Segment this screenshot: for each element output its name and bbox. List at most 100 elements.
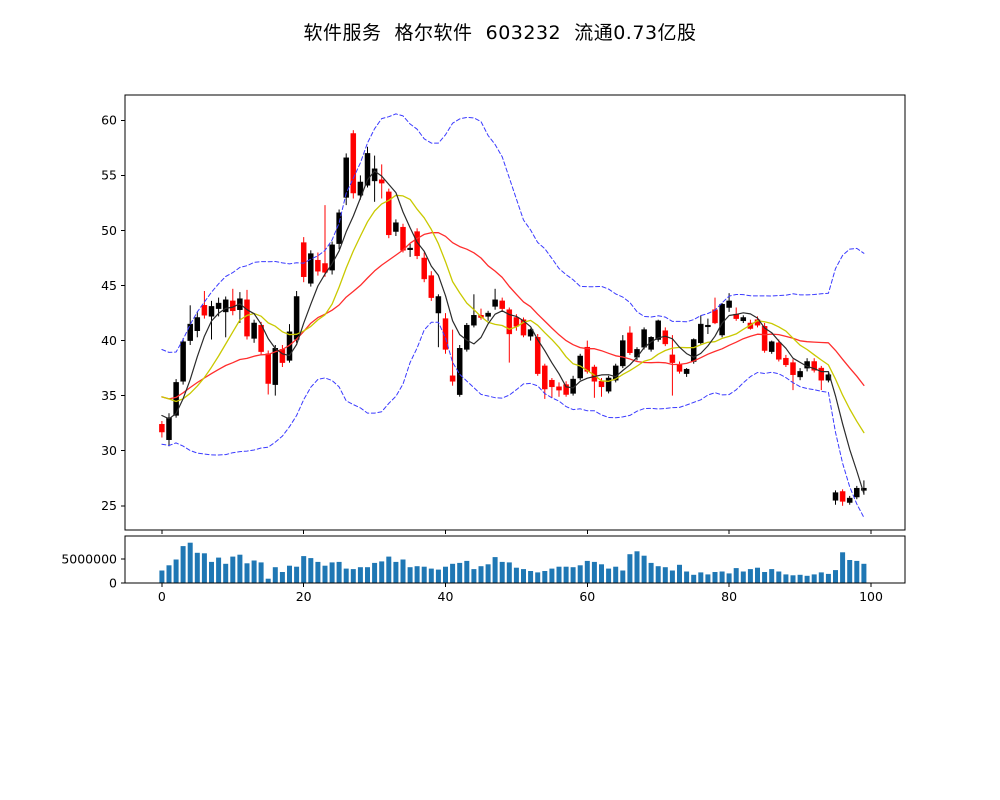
volume-bar bbox=[194, 552, 200, 583]
candle-body bbox=[449, 375, 456, 382]
candle bbox=[230, 288, 236, 316]
candle bbox=[669, 335, 676, 396]
volume-bar bbox=[478, 566, 484, 583]
volume-y-axis: 0 5000000 bbox=[61, 551, 125, 590]
volume-bar bbox=[357, 567, 363, 583]
volume-bar bbox=[272, 567, 278, 583]
candle bbox=[825, 372, 832, 383]
candle bbox=[591, 364, 598, 398]
candle-body bbox=[549, 379, 555, 388]
volume-bar bbox=[769, 569, 775, 583]
candle bbox=[556, 382, 562, 397]
y-axis-tick-label: 25 bbox=[101, 498, 117, 513]
candle-body bbox=[279, 349, 286, 363]
volume-series bbox=[159, 542, 867, 583]
candle-body bbox=[244, 299, 250, 337]
volume-bar bbox=[386, 556, 392, 583]
volume-bar bbox=[861, 563, 867, 583]
candle-body bbox=[584, 346, 591, 372]
axes bbox=[124, 94, 906, 584]
candle bbox=[620, 335, 626, 369]
volume-bar bbox=[443, 566, 448, 583]
candle bbox=[768, 340, 775, 354]
x-axis: 0 20 40 60 80 100 bbox=[158, 583, 883, 604]
candle-body bbox=[740, 317, 747, 322]
volume-bar bbox=[634, 551, 640, 583]
candle bbox=[449, 329, 456, 386]
volume-bar bbox=[662, 567, 668, 583]
volume-bar bbox=[301, 556, 307, 583]
candle bbox=[818, 365, 825, 391]
volume-bar bbox=[599, 564, 604, 583]
candle-body bbox=[180, 341, 186, 382]
volume-bar bbox=[655, 566, 661, 583]
candle-body bbox=[818, 367, 825, 381]
candle bbox=[322, 205, 328, 277]
volume-bar bbox=[513, 567, 519, 583]
candle-body bbox=[187, 323, 193, 341]
volume-bar bbox=[350, 569, 356, 583]
candle-body bbox=[698, 323, 704, 344]
x-axis-tick-label: 80 bbox=[721, 589, 737, 604]
volume-bar bbox=[620, 570, 626, 583]
volume-bar bbox=[400, 559, 406, 583]
x-axis-tick-label: 0 bbox=[158, 589, 166, 604]
candle-body bbox=[783, 357, 789, 366]
candle-body bbox=[705, 324, 711, 328]
candle bbox=[300, 237, 307, 283]
candle-body bbox=[683, 368, 690, 374]
candle-body bbox=[620, 340, 626, 367]
volume-bar bbox=[556, 566, 562, 583]
volume-bar bbox=[606, 568, 612, 583]
volume-bar bbox=[471, 569, 477, 583]
candle-body bbox=[258, 324, 264, 352]
candle-body bbox=[825, 374, 832, 381]
candle-body bbox=[527, 329, 534, 337]
volume-bar bbox=[407, 567, 413, 583]
candle-body bbox=[215, 302, 222, 309]
volume-bar bbox=[209, 561, 214, 583]
candle-body bbox=[222, 299, 229, 313]
candle-body bbox=[854, 487, 860, 498]
candle bbox=[584, 340, 591, 374]
volume-bar bbox=[216, 557, 222, 583]
volume-bar bbox=[811, 574, 817, 583]
volume-bar bbox=[187, 542, 193, 583]
candle bbox=[251, 319, 257, 343]
volume-bar bbox=[762, 572, 768, 583]
volume-bar bbox=[627, 554, 633, 583]
candle-body bbox=[343, 157, 349, 198]
candle-body bbox=[414, 231, 420, 257]
candle-body bbox=[400, 226, 406, 251]
volume-bar bbox=[563, 566, 569, 583]
candle bbox=[435, 294, 442, 348]
candle-body bbox=[634, 349, 640, 358]
candle-body bbox=[612, 365, 619, 381]
candle bbox=[393, 219, 399, 236]
candle bbox=[719, 303, 725, 338]
candle bbox=[698, 315, 704, 345]
candle bbox=[471, 294, 477, 328]
candle-body bbox=[272, 348, 279, 385]
candle bbox=[187, 305, 193, 345]
volume-bar bbox=[492, 557, 498, 583]
candle-body bbox=[329, 244, 335, 271]
volume-bar bbox=[783, 574, 789, 583]
volume-bar bbox=[648, 562, 654, 583]
volume-y-tick-label: 5000000 bbox=[61, 551, 117, 566]
candlestick-series bbox=[159, 130, 867, 506]
volume-bar bbox=[641, 555, 647, 583]
ma5-line bbox=[161, 170, 865, 495]
y-axis-tick-label: 40 bbox=[101, 333, 117, 348]
candle bbox=[839, 489, 846, 506]
candle-body bbox=[655, 320, 661, 340]
volume-bar bbox=[159, 570, 165, 583]
candle-body bbox=[350, 133, 357, 194]
candle-body bbox=[499, 300, 505, 309]
volume-bar bbox=[450, 563, 456, 583]
volume-bar bbox=[393, 561, 399, 583]
x-axis-tick-label: 20 bbox=[296, 589, 312, 604]
x-axis-tick-label: 60 bbox=[579, 589, 595, 604]
candle-body bbox=[471, 315, 477, 326]
